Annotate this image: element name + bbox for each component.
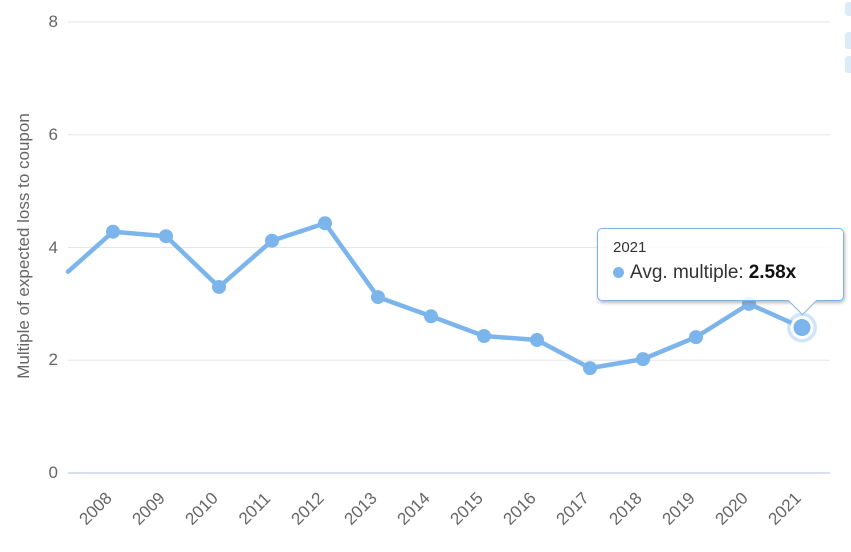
y-tick-label-4: 4 — [48, 237, 58, 257]
tooltip-row: Avg. multiple: 2.58x — [613, 261, 843, 285]
data-point-2016[interactable] — [530, 332, 544, 347]
tooltip-series-label: Avg. multiple: — [630, 262, 744, 283]
data-point-2017[interactable] — [583, 361, 597, 376]
data-point-2009[interactable] — [159, 229, 173, 244]
data-point-2019[interactable] — [689, 330, 703, 345]
edge-widget-fragment-2[interactable] — [845, 32, 851, 49]
edge-widget-fragment-1[interactable] — [845, 2, 851, 16]
tooltip-value: 2.58x — [748, 262, 797, 283]
y-tick-label-2: 2 — [48, 350, 58, 370]
data-point-2013[interactable] — [371, 290, 385, 305]
data-point-2018[interactable] — [636, 352, 650, 367]
data-point-2010[interactable] — [212, 279, 226, 294]
data-point-2015[interactable] — [477, 329, 491, 344]
tooltip: 2021 Avg. multiple: 2.58x — [597, 228, 844, 316]
data-point-2021[interactable] — [793, 319, 811, 337]
tooltip-header: 2021 — [613, 239, 647, 256]
data-point-2011[interactable] — [265, 233, 279, 248]
data-point-2008[interactable] — [106, 224, 120, 239]
y-tick-label-0: 0 — [48, 463, 58, 482]
y-tick-label-8: 8 — [48, 12, 58, 31]
data-point-2014[interactable] — [424, 309, 438, 324]
series-bullet-icon — [613, 267, 624, 278]
data-point-2012[interactable] — [318, 216, 332, 231]
edge-widget-fragment-3[interactable] — [845, 56, 851, 73]
y-tick-label-6: 6 — [48, 124, 58, 144]
